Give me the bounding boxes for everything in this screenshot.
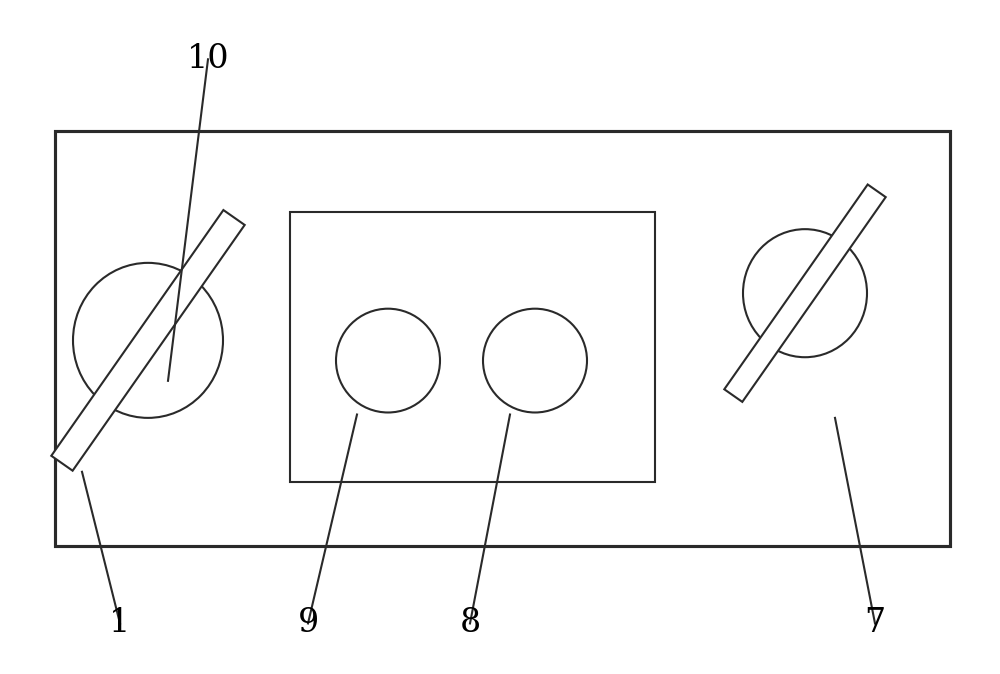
Ellipse shape [743, 229, 867, 357]
Text: 1: 1 [109, 607, 131, 640]
Ellipse shape [336, 309, 440, 412]
Text: 9: 9 [297, 607, 319, 640]
Polygon shape [724, 185, 886, 402]
Polygon shape [51, 210, 245, 470]
Ellipse shape [73, 263, 223, 418]
Text: 7: 7 [864, 607, 886, 640]
Ellipse shape [483, 309, 587, 412]
Bar [290, 212, 655, 482]
Text: 10: 10 [187, 43, 229, 75]
Text: 8: 8 [459, 607, 481, 640]
Bar [55, 131, 950, 546]
